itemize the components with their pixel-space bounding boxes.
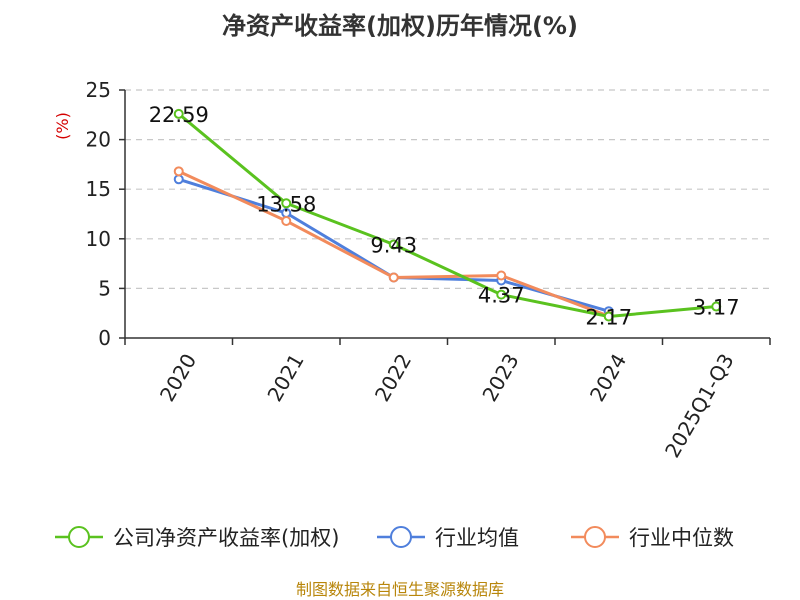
- data-point-2[interactable]: [281, 215, 292, 226]
- x-tick-label: 2021: [262, 350, 308, 406]
- data-point-2[interactable]: [173, 166, 184, 177]
- series-lines: [173, 108, 722, 322]
- data-point-0[interactable]: [496, 289, 507, 300]
- data-point-1[interactable]: [173, 174, 184, 185]
- legend: 公司净资产收益率(加权) 行业均值 行业中位数: [55, 526, 734, 550]
- data-labels: 22.59 13.58 9.43 4.37 2.17 3.17: [149, 103, 740, 330]
- y-tick-label: 15: [86, 177, 111, 201]
- legend-label-0[interactable]: 公司净资产收益率(加权): [113, 526, 339, 550]
- y-tick-label: 5: [98, 276, 111, 300]
- y-tick-label: 20: [86, 128, 111, 152]
- y-tick-label: 10: [86, 227, 111, 251]
- data-label: 4.37: [478, 284, 525, 308]
- x-tick-label: 2020: [155, 350, 201, 406]
- legend-marker-2: [584, 526, 606, 548]
- data-point-0[interactable]: [711, 301, 722, 312]
- series-line-0: [177, 112, 717, 318]
- data-label: 22.59: [149, 103, 209, 127]
- legend-label-1[interactable]: 行业均值: [435, 526, 519, 550]
- data-point-0[interactable]: [173, 108, 184, 119]
- data-label: 3.17: [693, 296, 740, 320]
- x-tick-label: 2025Q1-Q3: [660, 350, 739, 462]
- x-tick-label: 2022: [370, 350, 416, 406]
- legend-marker-0: [68, 526, 90, 548]
- y-tick-label: 25: [86, 78, 111, 102]
- x-tick-label: 2024: [585, 350, 631, 406]
- axes: 0 5 10 15 20 25 2020 2021 2022 2023 2024 2025Q1-Q3: [86, 78, 771, 462]
- legend-label-2[interactable]: 行业中位数: [629, 526, 734, 550]
- data-point-0[interactable]: [281, 198, 292, 209]
- data-label: 13.58: [256, 192, 316, 216]
- legend-marker-1: [390, 526, 412, 548]
- source-note: 制图数据来自恒生聚源数据库: [296, 580, 504, 599]
- y-axis-label: (%): [53, 112, 72, 140]
- chart-title: 净资产收益率(加权)历年情况(%): [222, 12, 578, 40]
- data-label: 9.43: [370, 233, 417, 257]
- data-point-2[interactable]: [496, 270, 507, 281]
- y-tick-label: 0: [98, 326, 111, 350]
- grid-lines: [125, 89, 770, 289]
- data-label: 2.17: [585, 305, 632, 329]
- data-point-0[interactable]: [603, 311, 614, 322]
- x-tick-label: 2023: [477, 350, 523, 406]
- data-point-0[interactable]: [388, 239, 399, 250]
- data-point-2[interactable]: [388, 272, 399, 283]
